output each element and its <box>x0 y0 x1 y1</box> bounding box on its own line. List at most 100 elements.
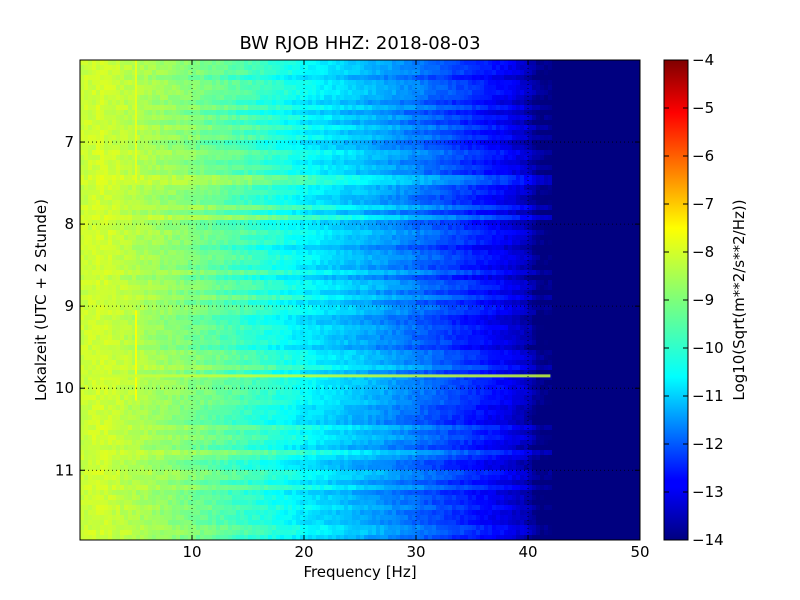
heatmap-cell <box>156 385 161 391</box>
heatmap-cell <box>112 345 117 351</box>
heatmap-cell <box>148 410 153 416</box>
heatmap-cell <box>208 345 213 351</box>
heatmap-cell <box>204 450 209 456</box>
heatmap-cell <box>232 75 237 81</box>
heatmap-cell <box>104 200 109 206</box>
heatmap-cell <box>216 250 221 256</box>
heatmap-cell <box>80 125 85 131</box>
heatmap-cell <box>184 290 189 296</box>
heatmap-cell <box>136 225 141 231</box>
heatmap-cell <box>172 435 177 441</box>
heatmap-cell <box>212 185 217 191</box>
heatmap-cell <box>228 155 233 161</box>
heatmap-cell <box>124 180 129 186</box>
heatmap-cell <box>152 210 157 216</box>
heatmap-cell <box>172 330 177 336</box>
heatmap-cell <box>112 425 117 431</box>
heatmap-cell <box>164 310 169 316</box>
heatmap-cell <box>220 230 225 236</box>
heatmap-cell <box>116 190 121 196</box>
heatmap-cell <box>240 295 245 301</box>
heatmap-cell <box>276 405 281 411</box>
heatmap-cell <box>132 270 137 276</box>
heatmap-cell <box>280 245 285 251</box>
heatmap-cell <box>160 70 165 76</box>
heatmap-cell <box>136 535 141 540</box>
heatmap-cell <box>104 395 109 401</box>
heatmap-cell <box>100 490 105 496</box>
heatmap-cell <box>164 95 169 101</box>
heatmap-cell <box>176 170 181 176</box>
heatmap-cell <box>272 375 277 381</box>
heatmap-cell <box>204 460 209 466</box>
heatmap-cell <box>96 170 101 176</box>
heatmap-cell <box>108 150 113 156</box>
heatmap-cell <box>232 240 237 246</box>
heatmap-cell <box>168 505 173 511</box>
heatmap-cell <box>212 465 217 471</box>
heatmap-cell <box>256 345 261 351</box>
heatmap-cell <box>260 95 265 101</box>
heatmap-cell <box>108 440 113 446</box>
heatmap-cell <box>176 290 181 296</box>
heatmap-cell <box>268 525 273 531</box>
heatmap-cell <box>240 365 245 371</box>
heatmap-cell <box>184 285 189 291</box>
heatmap-cell <box>140 105 145 111</box>
heatmap-cell <box>264 90 269 96</box>
heatmap-cell <box>216 175 221 181</box>
heatmap-cell <box>200 250 205 256</box>
heatmap-cell <box>108 285 113 291</box>
heatmap-cell <box>200 490 205 496</box>
heatmap-cell <box>272 465 277 471</box>
heatmap-cell <box>192 125 197 131</box>
heatmap-cell <box>96 305 101 311</box>
heatmap-cell <box>228 420 233 426</box>
heatmap-cell <box>264 200 269 206</box>
heatmap-cell <box>136 295 141 301</box>
heatmap-cell <box>176 520 181 526</box>
heatmap-cell <box>144 300 149 306</box>
heatmap-cell <box>164 385 169 391</box>
heatmap-cell <box>280 135 285 141</box>
heatmap-cell <box>144 210 149 216</box>
heatmap-cell <box>124 460 129 466</box>
heatmap-cell <box>284 460 289 466</box>
heatmap-cell <box>196 315 201 321</box>
heatmap-cell <box>216 120 221 126</box>
heatmap-cell <box>136 315 141 321</box>
heatmap-cell <box>192 345 197 351</box>
heatmap-cell <box>224 85 229 91</box>
heatmap-cell <box>168 490 173 496</box>
heatmap-cell <box>256 505 261 511</box>
heatmap-cell <box>180 390 185 396</box>
heatmap-cell <box>208 490 213 496</box>
heatmap-cell <box>244 330 249 336</box>
heatmap-cell <box>80 355 85 361</box>
heatmap-cell <box>232 135 237 141</box>
heatmap-cell <box>100 310 105 316</box>
heatmap-cell <box>144 405 149 411</box>
heatmap-cell <box>276 305 281 311</box>
heatmap-cell <box>128 95 133 101</box>
heatmap-cell <box>92 170 97 176</box>
heatmap-cell <box>260 480 265 486</box>
heatmap-cell <box>120 150 125 156</box>
heatmap-cell <box>260 155 265 161</box>
heatmap-cell <box>260 75 265 81</box>
heatmap-cell <box>216 530 221 536</box>
heatmap-cell <box>256 125 261 131</box>
heatmap-cell <box>232 485 237 491</box>
heatmap-cell <box>148 525 153 531</box>
heatmap-cell <box>224 475 229 481</box>
heatmap-cell <box>168 230 173 236</box>
heatmap-cell <box>228 525 233 531</box>
heatmap-cell <box>164 235 169 241</box>
heatmap-cell <box>124 355 129 361</box>
heatmap-cell <box>104 430 109 436</box>
heatmap-cell <box>136 510 141 516</box>
heatmap-cell <box>264 290 269 296</box>
heatmap-cell <box>176 105 181 111</box>
heatmap-cell <box>212 375 217 381</box>
heatmap-cell <box>236 200 241 206</box>
